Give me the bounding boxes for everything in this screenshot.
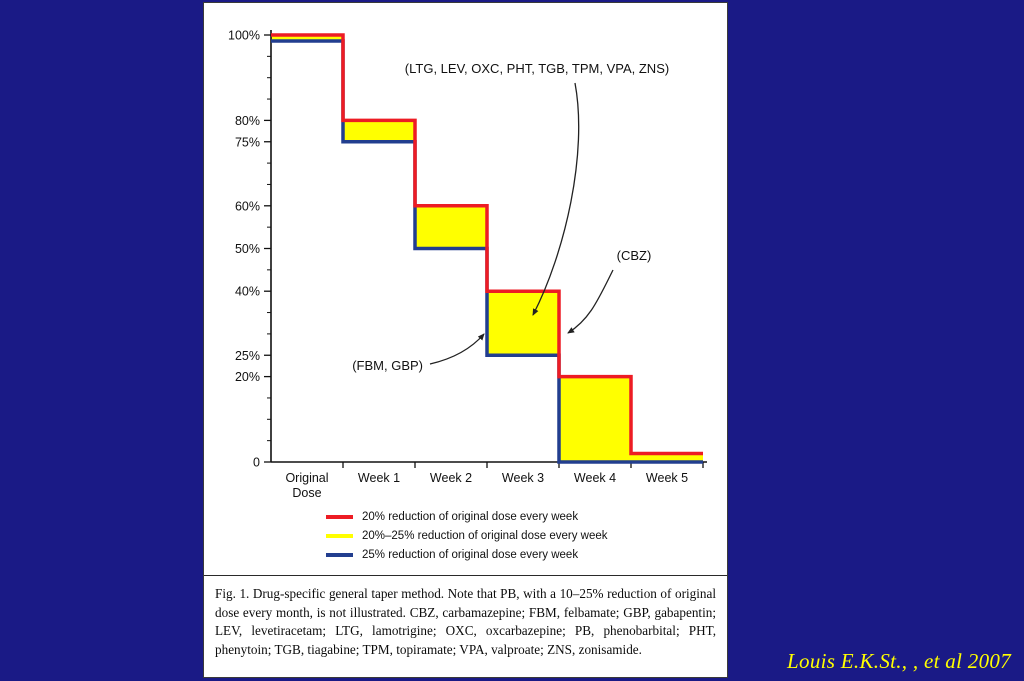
legend-label: 20% reduction of original dose every wee… <box>362 510 579 523</box>
y-tick-label: 40% <box>235 285 260 299</box>
annotation-arrow <box>567 269 614 334</box>
x-tick-label: Week 3 <box>502 471 544 485</box>
figure-caption: Fig. 1. Drug-specific general taper meth… <box>215 586 716 658</box>
legend-label: 20%–25% reduction of original dose every… <box>362 529 608 542</box>
y-tick-label: 50% <box>235 242 260 256</box>
citation: Louis E.K.St., , et al 2007 <box>787 649 1011 673</box>
caption-divider <box>204 575 727 576</box>
y-tick-label: 75% <box>235 135 260 149</box>
legend-swatch-yellow-line <box>326 533 353 538</box>
legend-swatch-red-line <box>326 514 353 519</box>
y-tick-label: 100% <box>228 29 260 43</box>
y-tick-label: 0 <box>253 456 260 470</box>
legend-item-20-25pct: 20%–25% reduction of original dose every… <box>326 526 727 545</box>
y-tick-label: 60% <box>235 199 260 213</box>
x-tick-label: Dose <box>292 486 321 500</box>
annotation-label: (CBZ) <box>617 248 652 263</box>
annotation-label: (FBM, GBP) <box>352 358 423 373</box>
legend-swatch-blue-line <box>326 552 353 557</box>
x-tick-label: Original <box>285 471 328 485</box>
annotation-label: (LTG, LEV, OXC, PHT, TGB, TPM, VPA, ZNS) <box>405 61 669 76</box>
legend-item-25pct: 25% reduction of original dose every wee… <box>326 545 727 564</box>
chart-legend: 20% reduction of original dose every wee… <box>326 507 727 564</box>
x-tick-label: Week 2 <box>430 471 472 485</box>
y-tick-label: 25% <box>235 349 260 363</box>
legend-label: 25% reduction of original dose every wee… <box>362 548 579 561</box>
x-tick-label: Week 1 <box>358 471 400 485</box>
x-tick-label: Week 5 <box>646 471 688 485</box>
series-line-20pct <box>271 33 703 456</box>
y-tick-label: 20% <box>235 370 260 384</box>
x-tick-label: Week 4 <box>574 471 616 485</box>
annotation-arrow <box>532 82 580 316</box>
y-tick-label: 80% <box>235 114 260 128</box>
figure-panel: 100% 80% 75% 60% 50% 40% 25% 20% 0 Original Dose We… <box>203 2 728 678</box>
legend-item-20pct: 20% reduction of original dose every wee… <box>326 507 727 526</box>
annotation-arrow <box>429 333 485 365</box>
